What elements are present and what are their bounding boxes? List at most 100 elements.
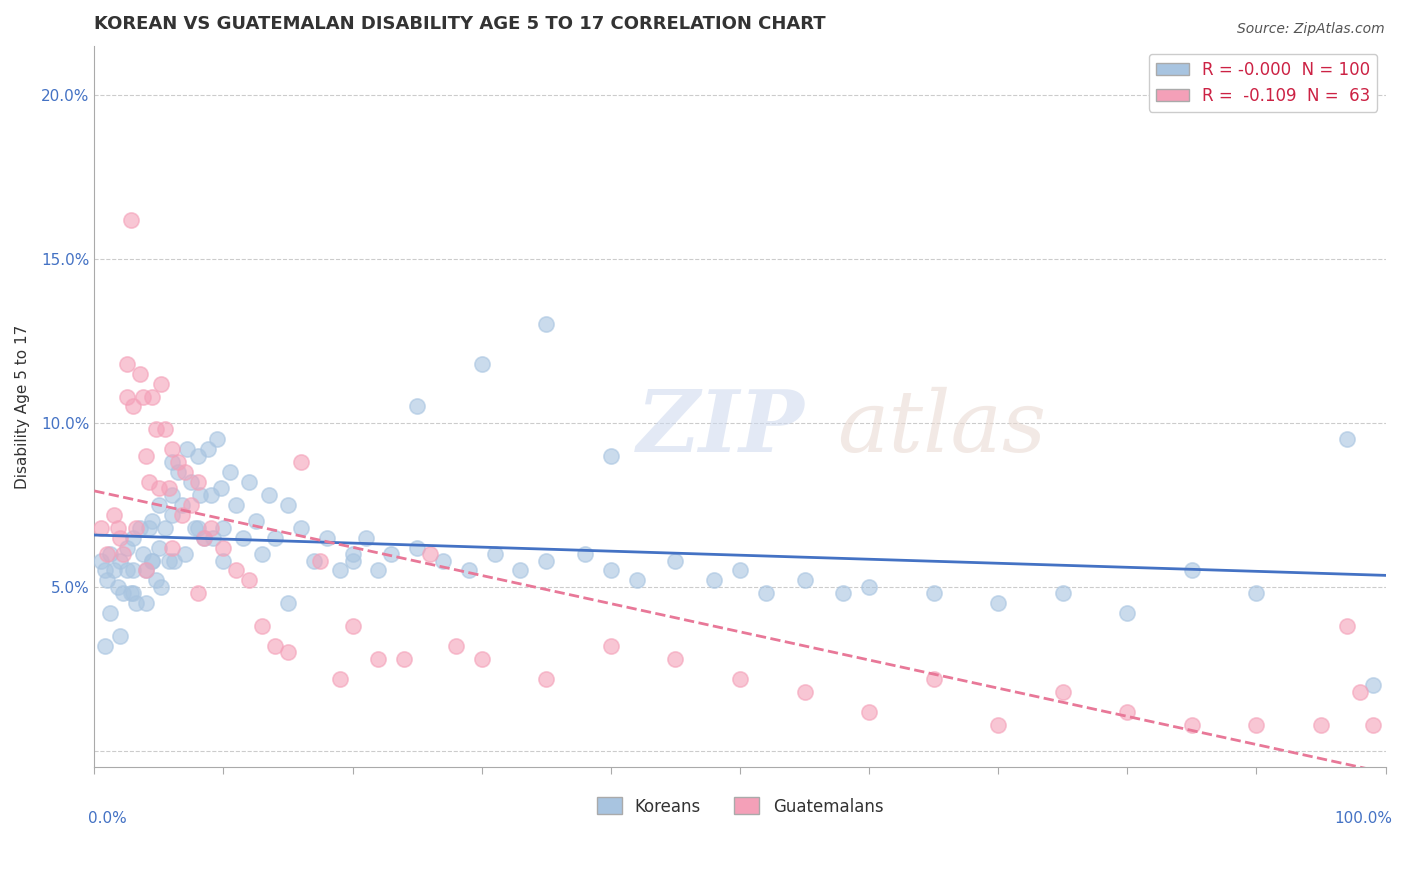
Point	[115, 541, 138, 555]
Point	[329, 564, 352, 578]
Point	[509, 564, 531, 578]
Point	[922, 672, 945, 686]
Point	[111, 547, 134, 561]
Point	[197, 442, 219, 456]
Point	[115, 357, 138, 371]
Point	[167, 465, 190, 479]
Point	[155, 521, 177, 535]
Point	[103, 508, 125, 522]
Point	[148, 482, 170, 496]
Point	[141, 554, 163, 568]
Point	[98, 547, 121, 561]
Point	[107, 521, 129, 535]
Point	[173, 465, 195, 479]
Point	[111, 586, 134, 600]
Point	[122, 564, 145, 578]
Point	[277, 498, 299, 512]
Point	[599, 449, 621, 463]
Point	[145, 422, 167, 436]
Point	[1052, 685, 1074, 699]
Point	[141, 390, 163, 404]
Point	[342, 547, 364, 561]
Point	[172, 498, 194, 512]
Point	[728, 672, 751, 686]
Point	[148, 498, 170, 512]
Point	[703, 574, 725, 588]
Point	[1181, 717, 1204, 731]
Point	[367, 564, 389, 578]
Point	[1361, 678, 1384, 692]
Point	[457, 564, 479, 578]
Point	[173, 547, 195, 561]
Text: atlas: atlas	[837, 387, 1046, 469]
Point	[574, 547, 596, 561]
Point	[150, 376, 173, 391]
Point	[1181, 564, 1204, 578]
Point	[536, 318, 558, 332]
Point	[122, 586, 145, 600]
Point	[238, 475, 260, 489]
Point	[406, 541, 429, 555]
Point	[277, 596, 299, 610]
Point	[1246, 586, 1268, 600]
Point	[138, 521, 160, 535]
Point	[90, 554, 112, 568]
Text: 0.0%: 0.0%	[89, 811, 127, 826]
Point	[157, 482, 180, 496]
Point	[329, 672, 352, 686]
Point	[135, 564, 157, 578]
Point	[124, 596, 146, 610]
Point	[180, 498, 202, 512]
Point	[187, 449, 209, 463]
Point	[484, 547, 506, 561]
Point	[793, 574, 815, 588]
Point	[90, 521, 112, 535]
Point	[536, 672, 558, 686]
Point	[150, 580, 173, 594]
Point	[108, 554, 131, 568]
Point	[536, 554, 558, 568]
Point	[987, 717, 1010, 731]
Point	[120, 212, 142, 227]
Point	[167, 455, 190, 469]
Point	[160, 508, 183, 522]
Point	[141, 514, 163, 528]
Point	[160, 541, 183, 555]
Point	[626, 574, 648, 588]
Point	[93, 564, 115, 578]
Point	[160, 488, 183, 502]
Point	[1336, 619, 1358, 633]
Point	[225, 564, 247, 578]
Point	[290, 455, 312, 469]
Point	[471, 652, 494, 666]
Point	[128, 521, 150, 535]
Text: ZIP: ZIP	[637, 386, 804, 470]
Point	[1310, 717, 1333, 731]
Point	[728, 564, 751, 578]
Point	[115, 564, 138, 578]
Point	[394, 652, 416, 666]
Point	[200, 521, 222, 535]
Point	[264, 639, 287, 653]
Point	[1336, 432, 1358, 446]
Point	[290, 521, 312, 535]
Point	[145, 574, 167, 588]
Point	[264, 531, 287, 545]
Text: KOREAN VS GUATEMALAN DISABILITY AGE 5 TO 17 CORRELATION CHART: KOREAN VS GUATEMALAN DISABILITY AGE 5 TO…	[94, 15, 825, 33]
Point	[135, 449, 157, 463]
Point	[664, 652, 686, 666]
Point	[755, 586, 778, 600]
Point	[277, 645, 299, 659]
Point	[212, 554, 235, 568]
Text: Source: ZipAtlas.com: Source: ZipAtlas.com	[1237, 22, 1385, 37]
Point	[245, 514, 267, 528]
Point	[1361, 717, 1384, 731]
Point	[132, 547, 155, 561]
Point	[380, 547, 402, 561]
Point	[160, 442, 183, 456]
Point	[219, 465, 242, 479]
Point	[135, 596, 157, 610]
Point	[96, 547, 118, 561]
Point	[209, 482, 232, 496]
Point	[367, 652, 389, 666]
